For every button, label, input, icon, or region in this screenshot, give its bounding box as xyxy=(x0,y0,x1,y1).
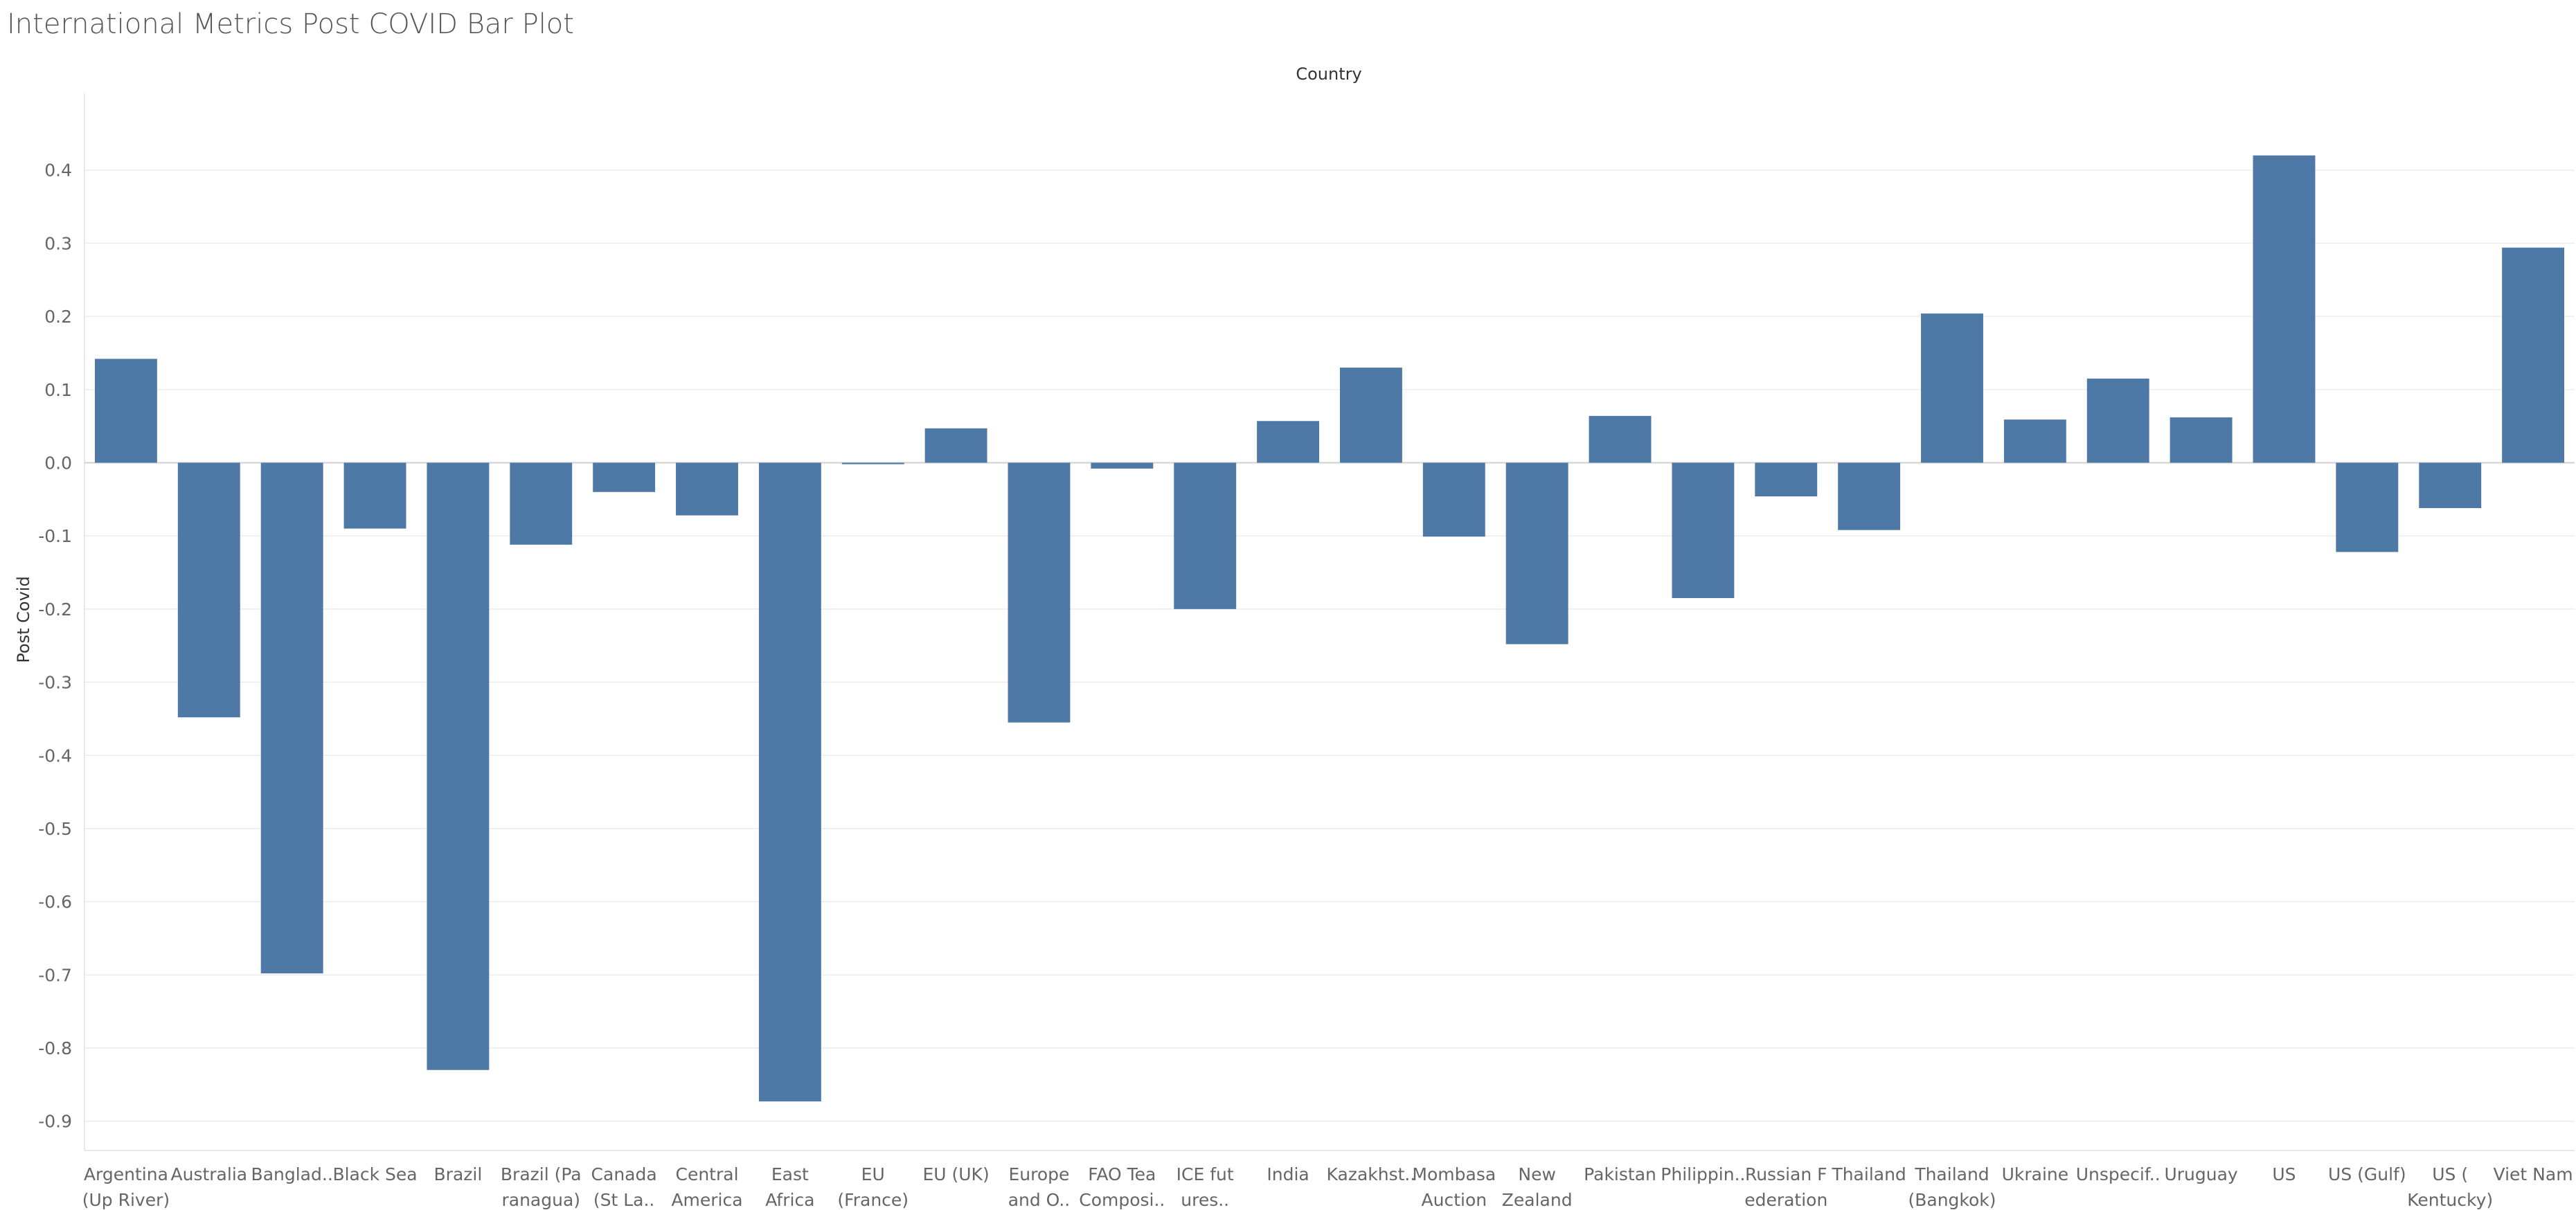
bar[interactable] xyxy=(1339,368,1402,463)
bar[interactable] xyxy=(676,462,738,516)
bars xyxy=(94,155,2565,1102)
bar[interactable] xyxy=(1589,415,1652,463)
x-category-label: US xyxy=(2272,1164,2296,1184)
x-category-label: Pakistan xyxy=(1584,1164,1656,1184)
x-category-label: ranagua) xyxy=(501,1190,580,1210)
x-category-label: Uruguay xyxy=(2164,1164,2237,1184)
y-tick-label: -0.8 xyxy=(38,1038,72,1058)
y-tick-label: -0.6 xyxy=(38,892,72,912)
bar[interactable] xyxy=(1257,421,1320,463)
x-category-label: Europe xyxy=(1009,1164,1070,1184)
y-tick-label: -0.7 xyxy=(38,965,72,985)
x-category-label: Africa xyxy=(765,1190,814,1210)
bar[interactable] xyxy=(343,462,406,529)
x-category-label: New xyxy=(1518,1164,1556,1184)
bar[interactable] xyxy=(758,462,821,1102)
x-category-label: Ukraine xyxy=(2002,1164,2069,1184)
x-category-label: ederation xyxy=(1744,1190,1827,1210)
bar[interactable] xyxy=(1008,462,1071,723)
bar[interactable] xyxy=(94,359,157,463)
x-category-label: Viet Nam xyxy=(2494,1164,2573,1184)
x-category-label: Thailand xyxy=(1831,1164,1906,1184)
y-tick-label: -0.1 xyxy=(38,526,72,546)
bar[interactable] xyxy=(510,462,573,545)
bar[interactable] xyxy=(1838,462,1901,530)
bar[interactable] xyxy=(2502,247,2565,463)
y-tick-label: 0.3 xyxy=(44,233,72,253)
x-category-label: Zealand xyxy=(1502,1190,1573,1210)
y-tick-label: -0.2 xyxy=(38,599,72,620)
bar[interactable] xyxy=(1672,462,1735,598)
x-category-label: Composi.. xyxy=(1079,1190,1165,1210)
x-category-label: Black Sea xyxy=(332,1164,417,1184)
x-category-label: East xyxy=(771,1164,809,1184)
bar[interactable] xyxy=(1755,462,1818,497)
bar[interactable] xyxy=(260,462,323,974)
column-header: Country xyxy=(1296,64,1361,84)
bar[interactable] xyxy=(841,462,904,464)
bar[interactable] xyxy=(2253,155,2316,463)
x-category-label: Banglad.. xyxy=(251,1164,333,1184)
x-axis-categories: Argentina (Up River)Australia Banglad.. Bla… xyxy=(82,1164,2573,1210)
bar[interactable] xyxy=(1921,313,1983,463)
x-category-label: (France) xyxy=(837,1190,909,1210)
bar[interactable] xyxy=(1174,462,1237,609)
x-category-label: (St La.. xyxy=(593,1190,655,1210)
bar[interactable] xyxy=(427,462,490,1070)
x-category-label: and O.. xyxy=(1008,1190,1071,1210)
bar[interactable] xyxy=(177,462,240,718)
x-category-label: Kazakhst.. xyxy=(1327,1164,1416,1184)
x-category-label: EU (UK) xyxy=(922,1164,989,1184)
bar[interactable] xyxy=(1091,462,1154,469)
bar[interactable] xyxy=(2170,417,2233,463)
y-tick-label: 0.4 xyxy=(44,161,72,181)
x-category-label: FAO Tea xyxy=(1088,1164,1156,1184)
x-category-label: Australia xyxy=(171,1164,248,1184)
y-tick-label: -0.4 xyxy=(38,746,72,766)
x-category-label: Brazil (Pa xyxy=(501,1164,582,1184)
axes xyxy=(84,93,2575,1151)
y-tick-label: -0.9 xyxy=(38,1112,72,1132)
x-category-label: Argentina xyxy=(84,1164,168,1184)
bar[interactable] xyxy=(924,428,987,463)
x-category-label: India xyxy=(1267,1164,1309,1184)
y-tick-label: 0.0 xyxy=(44,453,72,473)
y-tick-label: 0.1 xyxy=(44,380,72,400)
x-category-label: Philippin.. xyxy=(1661,1164,1745,1184)
x-category-label: Auction xyxy=(1422,1190,1487,1210)
bar[interactable] xyxy=(2419,462,2482,508)
x-category-label: Russian F xyxy=(1745,1164,1827,1184)
x-category-label: ICE fut xyxy=(1177,1164,1234,1184)
x-category-label: Central xyxy=(675,1164,738,1184)
x-category-label: US ( xyxy=(2432,1164,2468,1184)
bar[interactable] xyxy=(593,462,656,492)
y-axis-title: Post Covid xyxy=(14,576,33,662)
y-tick-label: -0.5 xyxy=(38,819,72,839)
bar[interactable] xyxy=(1505,462,1568,644)
x-category-label: Thailand xyxy=(1914,1164,1989,1184)
x-category-label: Kentucky) xyxy=(2407,1190,2493,1210)
y-tick-label: 0.2 xyxy=(44,307,72,327)
y-tick-label: -0.3 xyxy=(38,673,72,693)
x-category-label: Brazil xyxy=(434,1164,483,1184)
bar[interactable] xyxy=(2336,462,2399,552)
x-category-label: Unspecif.. xyxy=(2076,1164,2161,1184)
gridlines xyxy=(84,169,2575,1122)
x-category-label: Mombasa xyxy=(1412,1164,1496,1184)
page-title: International Metrics Post COVID Bar Plo… xyxy=(7,8,574,40)
x-category-label: US (Gulf) xyxy=(2328,1164,2406,1184)
x-category-label: EU xyxy=(861,1164,885,1184)
bar[interactable] xyxy=(1422,462,1485,537)
bar[interactable] xyxy=(2003,419,2066,463)
x-category-label: ures.. xyxy=(1181,1190,1229,1210)
bar[interactable] xyxy=(2086,378,2149,463)
x-category-label: (Up River) xyxy=(82,1190,170,1210)
x-category-label: America xyxy=(671,1190,742,1210)
y-axis-ticks: 0.4 0.3 0.2 0.1 0.0 -0.1 -0.2 -0.3 -0.4 -0.5 -0.6 -… xyxy=(38,161,72,1132)
x-category-label: Canada xyxy=(591,1164,657,1184)
x-category-label: (Bangkok) xyxy=(1908,1190,1996,1210)
